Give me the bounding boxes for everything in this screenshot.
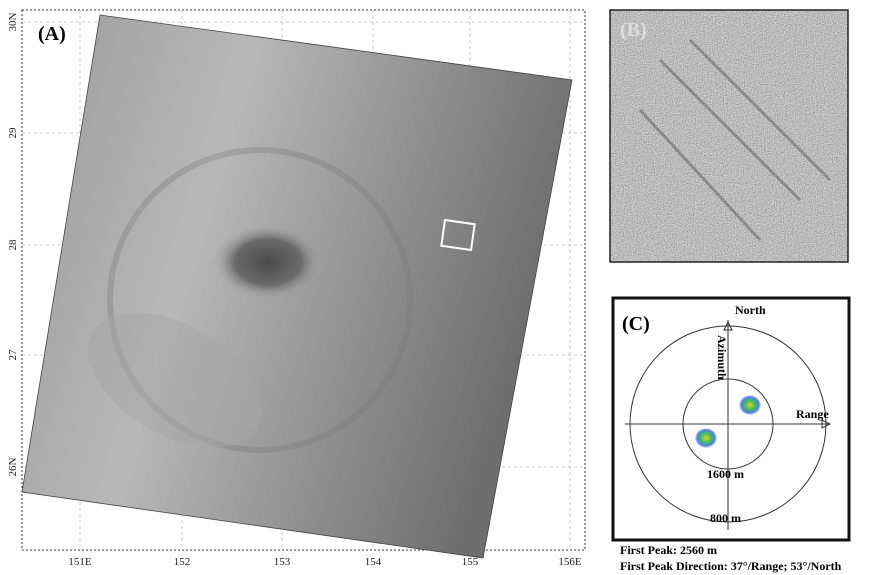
lat-label: 26N xyxy=(7,457,19,476)
panel-label: (A) xyxy=(38,23,66,45)
spectrum-peak xyxy=(739,395,761,415)
lon-label: 154 xyxy=(365,556,382,568)
lon-label: 153 xyxy=(274,556,291,568)
lat-label: 30N xyxy=(7,12,19,31)
lon-label: 152 xyxy=(174,556,191,568)
north-label: North xyxy=(735,303,766,317)
panel-label: (C) xyxy=(622,313,650,335)
azimuth-label: Azimuth xyxy=(715,335,729,380)
ring-label: 1600 m xyxy=(707,467,744,481)
lat-label: 27 xyxy=(7,349,19,361)
figure: (A) 30N 29 28 27 26N 151E 152 153 154 15… xyxy=(0,0,871,575)
lon-label: 155 xyxy=(462,556,479,568)
lat-label: 28 xyxy=(7,239,19,251)
lon-label: 156E xyxy=(558,556,582,568)
panel-label: (B) xyxy=(620,19,647,41)
panel-b: (B) xyxy=(610,10,848,262)
hurricane-eye xyxy=(213,224,323,300)
lon-label: 151E xyxy=(68,556,92,568)
subimage xyxy=(610,10,848,262)
ring-label: 800 m xyxy=(710,511,741,525)
caption: First Peak: 2560 m xyxy=(620,543,717,557)
panel-c: (C) North Azimuth Range 1600 m 800 m xyxy=(613,298,849,540)
range-label: Range xyxy=(796,407,829,421)
panel-a: (A) 30N 29 28 27 26N 151E 152 153 154 15… xyxy=(7,10,585,568)
lat-label: 29 xyxy=(7,127,19,139)
caption: First Peak Direction: 37°/Range; 53°/Nor… xyxy=(620,559,842,573)
spectrum-peak xyxy=(695,428,717,448)
